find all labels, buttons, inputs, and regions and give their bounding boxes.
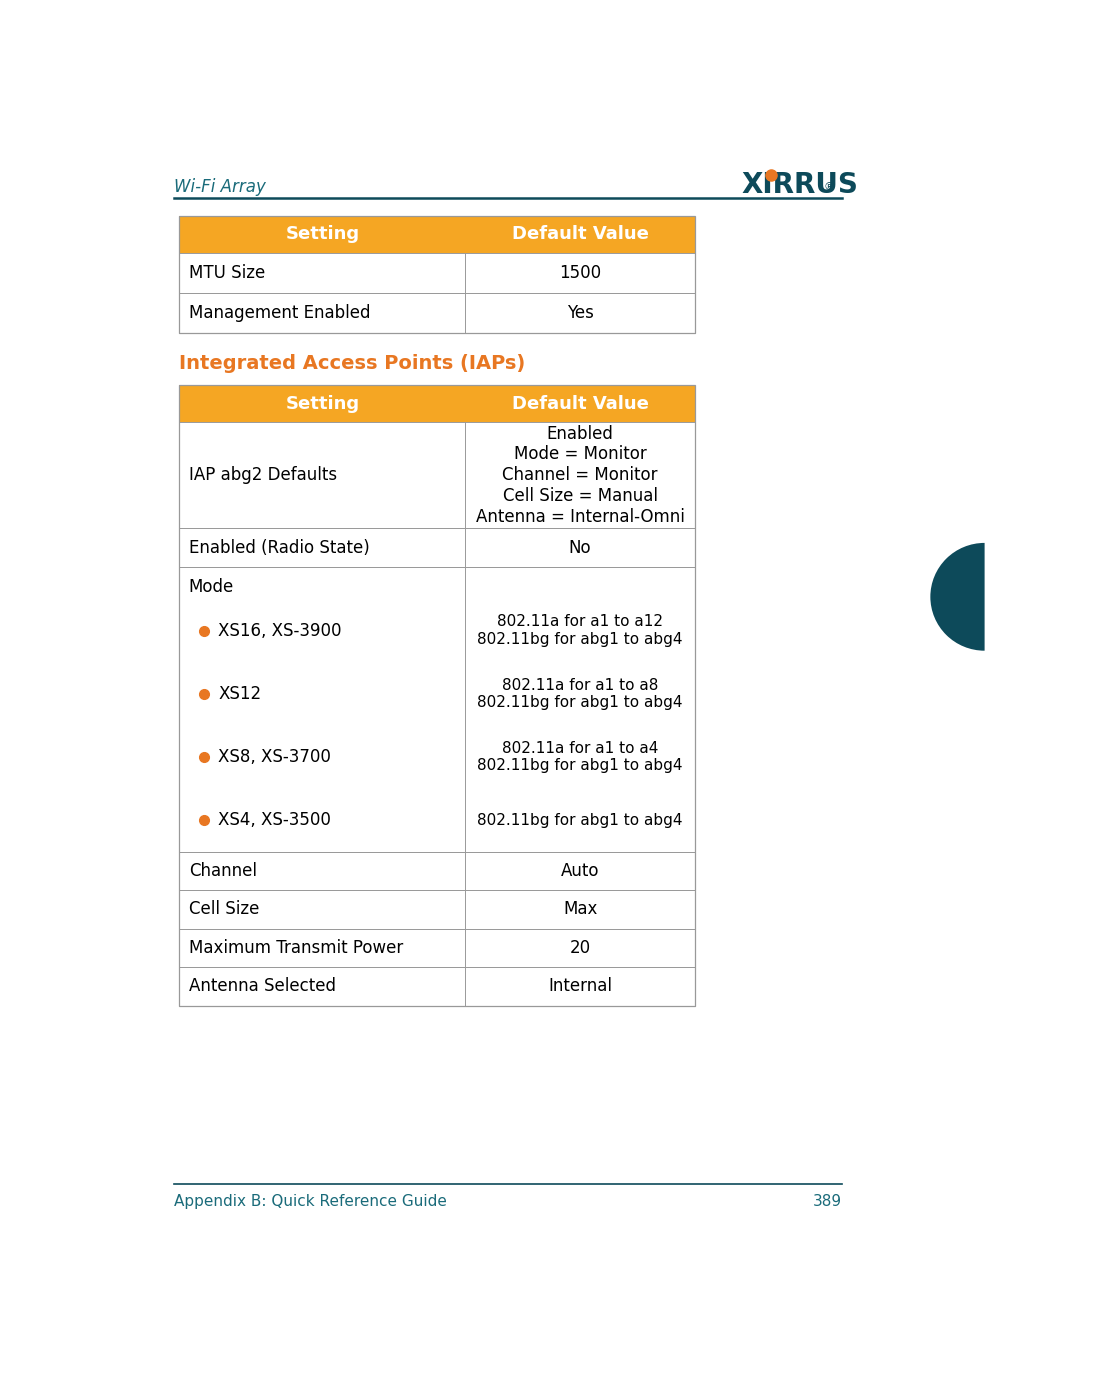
Bar <box>179 967 695 1006</box>
Bar <box>179 929 695 967</box>
Text: XS8, XS-3700: XS8, XS-3700 <box>218 748 331 766</box>
Text: Default Value: Default Value <box>512 395 649 413</box>
Text: Wi-Fi Array: Wi-Fi Array <box>174 178 266 196</box>
Text: XS4, XS-3500: XS4, XS-3500 <box>218 811 331 829</box>
Text: ®: ® <box>824 182 835 193</box>
Bar <box>179 293 695 333</box>
Text: Enabled
Mode = Monitor
Channel = Monitor
Cell Size = Manual
Antenna = Internal-O: Enabled Mode = Monitor Channel = Monitor… <box>476 425 685 526</box>
Bar <box>179 851 695 890</box>
Text: Appendix B: Quick Reference Guide: Appendix B: Quick Reference Guide <box>174 1194 446 1209</box>
Text: Setting: Setting <box>286 395 360 413</box>
Text: Management Enabled: Management Enabled <box>188 304 370 322</box>
Text: Integrated Access Points (IAPs): Integrated Access Points (IAPs) <box>179 355 525 373</box>
Text: 20: 20 <box>570 938 591 956</box>
Bar <box>179 529 695 567</box>
Text: Cell Size: Cell Size <box>188 900 259 919</box>
Text: MTU Size: MTU Size <box>188 264 265 282</box>
Text: 802.11a for a1 to a12
802.11bg for abg1 to abg4: 802.11a for a1 to a12 802.11bg for abg1 … <box>477 614 683 647</box>
Text: 389: 389 <box>813 1194 842 1209</box>
Text: 802.11bg for abg1 to abg4: 802.11bg for abg1 to abg4 <box>477 813 683 828</box>
Text: XIRRUS: XIRRUS <box>742 171 859 199</box>
Text: Yes: Yes <box>567 304 594 322</box>
Text: Mode: Mode <box>188 578 234 596</box>
Wedge shape <box>930 542 985 651</box>
Text: Maximum Transmit Power: Maximum Transmit Power <box>188 938 403 956</box>
Bar <box>179 215 695 253</box>
Text: 1500: 1500 <box>559 264 601 282</box>
Text: Antenna Selected: Antenna Selected <box>188 977 336 995</box>
Bar <box>179 215 695 333</box>
Bar <box>179 385 695 1006</box>
Text: Default Value: Default Value <box>512 225 649 243</box>
Text: XS12: XS12 <box>218 684 261 702</box>
Text: Setting: Setting <box>286 225 360 243</box>
Bar <box>179 422 695 529</box>
Text: 802.11a for a1 to a4
802.11bg for abg1 to abg4: 802.11a for a1 to a4 802.11bg for abg1 t… <box>477 741 683 773</box>
Text: XS16, XS-3900: XS16, XS-3900 <box>218 621 341 640</box>
Text: No: No <box>569 538 592 556</box>
Bar <box>179 890 695 929</box>
Text: 802.11a for a1 to a8
802.11bg for abg1 to abg4: 802.11a for a1 to a8 802.11bg for abg1 t… <box>477 678 683 711</box>
Text: Auto: Auto <box>561 862 600 880</box>
Bar <box>179 567 695 851</box>
Text: Channel: Channel <box>188 862 257 880</box>
Text: Max: Max <box>563 900 597 919</box>
Text: IAP abg2 Defaults: IAP abg2 Defaults <box>188 466 337 484</box>
Text: Enabled (Radio State): Enabled (Radio State) <box>188 538 370 556</box>
Bar <box>179 385 695 422</box>
Bar <box>179 253 695 293</box>
Text: Internal: Internal <box>548 977 612 995</box>
